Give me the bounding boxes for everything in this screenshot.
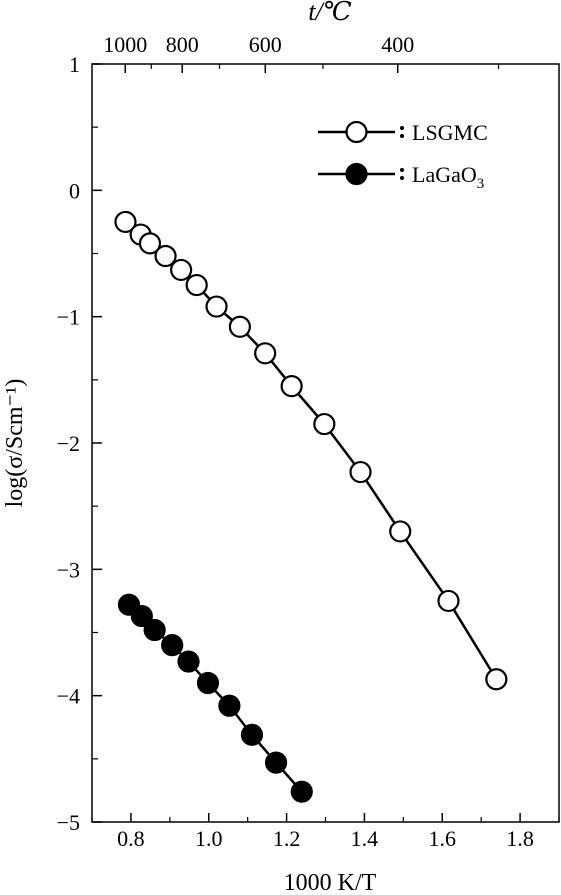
y-tick-label: 0 (69, 178, 80, 203)
data-point-lsgmc (389, 520, 412, 543)
y-axis: 1 0 −1 −2 −3 −4 −5 (57, 52, 102, 835)
y-axis-title: log(σ/Scm⁻¹) (2, 379, 28, 508)
series-layer (114, 210, 508, 803)
data-point-lsgmc (349, 460, 372, 484)
data-point-lsgmc (154, 244, 177, 268)
x-axis: 0.8 1.0 1.2 1.4 1.6 1.8 (91, 813, 560, 851)
y-tick-label: −2 (57, 431, 80, 456)
x-tick-label: 1.0 (195, 826, 223, 851)
y-tick-label: 1 (69, 52, 80, 77)
legend-marker-lagao3 (345, 162, 368, 186)
legend-colon-dot (400, 168, 404, 172)
data-point-lsgmc (313, 412, 336, 436)
data-point-lagao3 (264, 751, 288, 774)
legend-label-lagao3: LaGaO3 (412, 162, 484, 192)
y-tick-label: −4 (57, 684, 80, 709)
top-axis-title: t/℃ (308, 0, 352, 26)
data-point-lsgmc (280, 375, 303, 398)
data-point-lagao3 (196, 671, 220, 695)
data-point-lsgmc (114, 210, 137, 234)
x-tick-label: 0.8 (117, 826, 145, 851)
x-tick-label: 1.2 (273, 826, 301, 851)
x-tick-label: 1.6 (429, 826, 457, 851)
legend-label-lsgmc: LSGMC (412, 120, 488, 145)
legend-marker-lsgmc (345, 120, 368, 144)
top-axis: 1000 800 600 400 (103, 32, 500, 73)
data-point-lsgmc (485, 668, 508, 691)
data-point-lsgmc (170, 258, 193, 282)
data-point-lagao3 (290, 780, 313, 803)
plot-border (91, 63, 560, 823)
data-point-lagao3 (177, 650, 200, 673)
x-axis-title: 1000 K/T (284, 870, 377, 895)
data-point-lsgmc (228, 315, 251, 338)
x-tick-label: 1.8 (506, 826, 534, 851)
series-line-lsgmc (124, 220, 498, 680)
y-tick-label: −1 (57, 305, 80, 330)
plot-frame (91, 63, 560, 823)
top-tick-label: 800 (166, 32, 199, 57)
data-point-lsgmc (205, 295, 228, 318)
data-point-lagao3 (240, 723, 264, 746)
data-point-lsgmc (437, 589, 460, 613)
data-point-lagao3 (218, 694, 241, 717)
top-tick-label: 400 (381, 32, 414, 57)
x-tick-label: 1.4 (351, 826, 379, 851)
data-point-lagao3 (130, 604, 153, 628)
top-tick-label: 1000 (103, 32, 147, 57)
y-tick-label: −5 (57, 810, 80, 835)
legend-colon-dot (400, 176, 404, 180)
y-tick-label: −3 (57, 557, 80, 582)
top-tick-label: 600 (249, 32, 282, 57)
data-point-lagao3 (143, 618, 166, 642)
data-point-lsgmc (254, 342, 277, 365)
legend-colon-dot (400, 126, 404, 130)
legend-colon-dot (400, 134, 404, 138)
data-point-lsgmc (138, 232, 162, 255)
legend: LSGMC LaGaO3 (318, 120, 488, 192)
data-point-lagao3 (161, 634, 184, 657)
data-point-lsgmc (185, 273, 208, 297)
